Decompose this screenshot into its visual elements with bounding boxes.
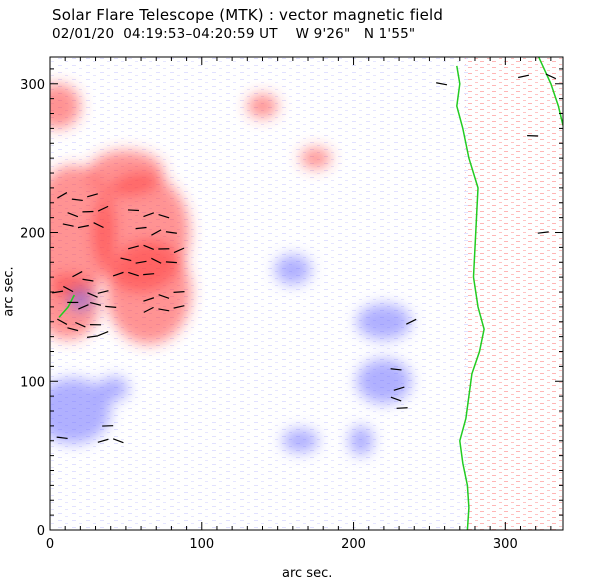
field-vector: [63, 285, 74, 293]
negative-polarity-region: [348, 425, 374, 456]
field-vector: [127, 209, 140, 212]
field-vector: [143, 273, 155, 276]
field-vector: [57, 192, 68, 199]
field-vector: [518, 74, 530, 79]
field-vector: [72, 271, 83, 278]
chart-title: Solar Flare Telescope (MTK) : vector mag…: [52, 6, 444, 24]
field-vector: [93, 222, 104, 229]
field-vector: [406, 318, 417, 325]
field-vector: [173, 247, 185, 254]
field-vector: [77, 224, 89, 229]
field-vector: [158, 213, 170, 219]
y-tick-label: 0: [37, 524, 45, 539]
field-vector: [87, 193, 98, 198]
negative-polarity-region: [282, 428, 319, 453]
field-vector: [97, 438, 109, 443]
field-vector: [128, 245, 139, 250]
field-vector: [120, 257, 132, 262]
field-vector: [62, 223, 74, 227]
field-vector: [151, 229, 162, 236]
field-vector: [173, 305, 185, 309]
negative-polarity-region: [50, 378, 111, 444]
x-tick-label: 200: [341, 537, 366, 552]
field-vector: [173, 291, 185, 293]
observation-info: 02/01/20 04:19:53–04:20:59 UT W 9'26" N …: [52, 26, 415, 42]
field-vector: [165, 231, 177, 234]
field-vector: [87, 292, 98, 298]
field-vector: [86, 335, 99, 338]
field-vector: [105, 305, 117, 308]
field-vector: [393, 386, 405, 391]
field-vector: [396, 407, 408, 409]
field-vector: [71, 198, 83, 202]
obs-time: 04:19:53–04:20:59 UT: [123, 26, 278, 42]
field-vector: [56, 436, 68, 440]
field-vector: [97, 290, 109, 294]
x-tick-label: 0: [46, 537, 54, 552]
field-vector: [67, 327, 79, 332]
field-vector: [151, 257, 162, 264]
field-vector: [537, 231, 549, 234]
field-vector: [143, 212, 155, 218]
y-axis-label: arc sec.: [1, 266, 17, 317]
obs-location: W 9'26" N 1'55": [295, 26, 416, 42]
field-vector: [143, 297, 155, 302]
field-vector: [143, 244, 154, 251]
x-axis-label: arc sec.: [282, 566, 333, 581]
y-tick-label: 200: [20, 227, 45, 242]
field-vector: [135, 260, 147, 264]
field-vector: [75, 321, 86, 328]
field-vector: [90, 301, 102, 306]
y-tick-label: 300: [20, 78, 45, 93]
x-tick-label: 300: [493, 537, 518, 552]
obs-date: 02/01/20: [52, 26, 115, 42]
field-vector: [128, 271, 139, 277]
limb-fragment: [58, 294, 75, 318]
negative-polarity-region: [274, 254, 312, 285]
positive-polarity-region: [50, 83, 81, 129]
field-vector: [390, 396, 402, 402]
field-vector: [97, 331, 109, 337]
field-vector: [158, 294, 170, 299]
negative-polarity-region: [356, 358, 412, 404]
limb-line-secondary: [538, 57, 563, 126]
field-vector: [135, 226, 147, 230]
field-vector: [165, 261, 177, 264]
x-tick-label: 100: [189, 537, 214, 552]
positive-polarity-region: [106, 239, 192, 345]
field-vector: [82, 278, 94, 282]
field-vector: [545, 73, 557, 80]
field-vector: [78, 304, 89, 310]
negative-polarity-region: [98, 376, 129, 401]
limb-line: [456, 65, 485, 530]
field-vector: [390, 368, 402, 371]
field-vector: [158, 308, 170, 312]
field-vector: [52, 290, 64, 294]
positive-polarity-region: [87, 150, 164, 196]
field-vector: [67, 212, 79, 218]
field-vector: [112, 438, 124, 444]
positive-polarity-region: [247, 94, 278, 118]
plot-frame: [49, 56, 564, 531]
positive-polarity-region: [300, 147, 331, 169]
positive-polarity-region: [50, 165, 116, 300]
field-vector: [112, 271, 124, 277]
field-vector: [97, 205, 109, 212]
field-vector: [143, 306, 154, 313]
field-vector: [57, 318, 68, 325]
negative-polarity-region: [356, 303, 412, 340]
field-vector: [436, 82, 448, 86]
y-tick-label: 100: [20, 375, 45, 390]
